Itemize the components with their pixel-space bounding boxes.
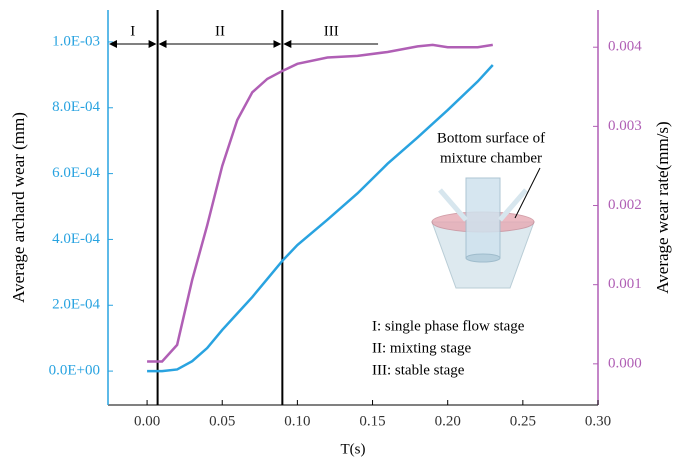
y2-axis-label: Average wear rate(mm/s): [653, 121, 672, 293]
y-tick-label: 2.0E-04: [52, 297, 100, 313]
y2-tick-label: 0.001: [608, 276, 642, 292]
x-axis-label: T(s): [341, 441, 366, 457]
stage-note: I: single phase flow stage: [372, 318, 525, 334]
x-tick-label: 0.20: [435, 413, 461, 429]
inset-label: Bottom surface of: [437, 130, 545, 146]
y2-tick-label: 0.002: [608, 197, 642, 213]
stage-label: II: [215, 23, 225, 39]
y-tick-label: 8.0E-04: [52, 99, 100, 115]
series-line: [147, 64, 494, 373]
x-tick-label: 0.25: [510, 413, 536, 429]
stage-label: I: [130, 23, 135, 39]
y-tick-label: 0.0E+00: [49, 363, 100, 379]
x-tick-label: 0.10: [284, 413, 310, 429]
series-line: [147, 43, 493, 363]
x-tick-label: 0.05: [209, 413, 235, 429]
y-tick-label: 1.0E-03: [52, 33, 100, 49]
inset-illustration: [431, 167, 541, 289]
y2-tick-label: 0.004: [608, 39, 642, 55]
x-tick-label: 0.15: [359, 413, 385, 429]
stage-note: III: stable stage: [372, 362, 465, 378]
x-tick-label: 0.30: [585, 413, 611, 429]
y-axis-label: Average archard wear (mm): [9, 112, 28, 303]
y2-tick-label: 0.000: [608, 355, 642, 371]
stage-label: III: [324, 23, 339, 39]
y-tick-label: 4.0E-04: [52, 231, 100, 247]
stage-note: II: mixting stage: [372, 340, 471, 356]
x-tick-label: 0.00: [134, 413, 160, 429]
inset-label: mixture chamber: [440, 150, 542, 166]
y-tick-label: 6.0E-04: [52, 165, 100, 181]
y2-tick-label: 0.003: [608, 118, 642, 134]
